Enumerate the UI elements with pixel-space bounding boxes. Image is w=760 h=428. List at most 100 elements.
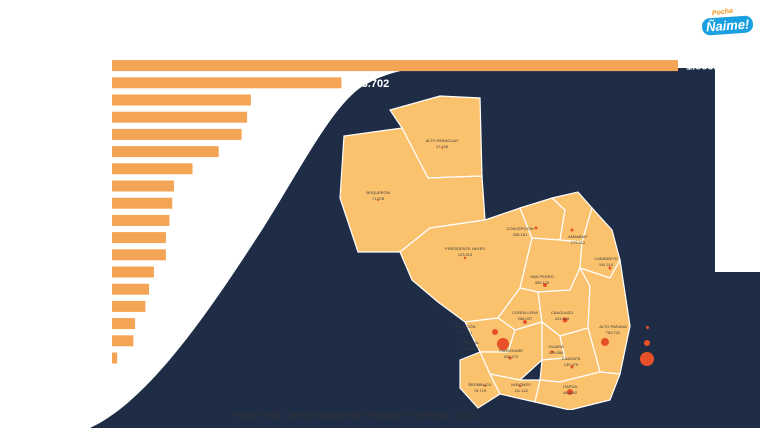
map-region-name: CAAZAPÁ	[562, 356, 581, 361]
map-regions	[339, 95, 631, 410]
dot-canindeyu	[608, 266, 612, 270]
category-label: Boquerón	[58, 336, 106, 348]
value-label: 71.078	[141, 336, 175, 348]
legend-item-label: 1.000.000	[659, 354, 695, 364]
bar	[112, 128, 242, 140]
bar	[112, 249, 166, 261]
map-region-name: PARAGUARÍ	[499, 348, 523, 353]
map-region-value: 76.719	[474, 388, 487, 393]
map-region-value: 17.195	[436, 144, 449, 149]
value-label: 17.195	[125, 353, 159, 365]
ine-line1: INSTITUTO NACIONAL DE	[112, 9, 180, 16]
dot-paraguari	[508, 356, 512, 360]
map-region-value: 449.642	[563, 390, 578, 395]
map-region-value: 268.037	[518, 316, 533, 321]
dot-itapua	[567, 389, 573, 395]
bar	[112, 300, 146, 312]
value-label: 462.241	[259, 95, 299, 107]
map-region-name: CANINDEYÚ	[594, 256, 618, 261]
map-region-name: ALTO PARANÁ	[599, 324, 627, 329]
map-region-name: SAN PEDRO	[530, 274, 554, 279]
value-label: 111.142	[153, 301, 192, 313]
map-region-name: ALTO PARAGUAY	[426, 138, 459, 143]
dot-alto-paraguay	[441, 147, 443, 149]
dot-misiones	[518, 384, 522, 388]
dot-alto-parana	[601, 338, 609, 346]
page-title: Población por Departamento 2022	[228, 320, 413, 368]
legend-item: 10.000	[635, 319, 697, 335]
legend-item-label: 10.000	[659, 322, 684, 332]
map-region-value: 355.175	[535, 280, 550, 285]
category-label: Alto Paraguay	[37, 353, 107, 365]
dot-asuncion	[492, 329, 498, 335]
map-region-value: 111.142	[514, 388, 529, 393]
category-label: Cordillera	[59, 164, 107, 176]
map-region-value: 462.241	[458, 330, 473, 335]
category-label: Asunción	[61, 95, 106, 107]
category-label: Concepción	[48, 181, 106, 193]
value-label: 431.519	[250, 129, 290, 141]
category-label: Central	[71, 61, 106, 73]
bar	[112, 283, 150, 295]
category-label: Amambay	[56, 250, 106, 262]
map-region-name: BOQUERÓN	[366, 190, 389, 195]
population-dots	[377, 147, 612, 395]
map-region-value: 179.412	[571, 240, 586, 245]
category-label: Paraguarí	[58, 198, 106, 210]
category-label: Caazapá	[62, 267, 107, 279]
map-region-name: ITAPÚA	[563, 384, 577, 389]
category-label: Misiones	[63, 301, 107, 313]
title-line2: Departamento 2022	[228, 345, 413, 367]
bar	[112, 352, 118, 364]
map-region-value: 763.702	[606, 330, 621, 335]
bar	[112, 94, 251, 106]
value-label: 191.114	[177, 215, 217, 227]
value-label: 139.479	[162, 267, 202, 279]
ine-line2: ESTADÍSTICA	[112, 14, 189, 27]
bar	[112, 60, 678, 72]
map-region-name: ÑEEMBUCÚ	[469, 382, 492, 387]
map-region-value: 206.181	[513, 232, 528, 237]
category-label: Presidente Hayes	[19, 284, 106, 296]
government-logo-text: GOBIERNO DEL PARAGUAY	[35, 11, 101, 31]
logo-divider	[106, 10, 108, 32]
category-label: Guairá	[73, 233, 107, 245]
value-label: 179.555	[174, 233, 214, 245]
bar	[112, 318, 136, 330]
map-region-name: CORDILLERA	[512, 310, 538, 315]
map-region-value: 431.519	[555, 316, 570, 321]
legend-item: 100.000	[635, 335, 697, 351]
value-label: 76.719	[143, 319, 177, 331]
map-region-value: 71.078	[372, 196, 385, 201]
map-region-value: 139.479	[564, 362, 579, 367]
map-region-name: GUAIRÁ	[548, 344, 564, 349]
map-region-name: MISIONES	[511, 382, 531, 387]
region-itapua	[534, 371, 621, 410]
legend-title: Población	[635, 300, 698, 315]
dot-amambay	[570, 228, 574, 232]
value-label: 206.181	[182, 181, 222, 193]
bar	[112, 232, 166, 244]
bar	[112, 214, 170, 226]
bar	[112, 180, 174, 192]
dot-presidente-hayes	[463, 256, 467, 260]
dot-boqueron	[377, 199, 379, 201]
value-label: 1.883.927	[686, 61, 735, 73]
bar	[112, 111, 248, 123]
legend-large-dot	[640, 352, 654, 366]
legend-item-label: 100.000	[659, 338, 688, 348]
category-label: Canindeyú	[53, 215, 106, 227]
